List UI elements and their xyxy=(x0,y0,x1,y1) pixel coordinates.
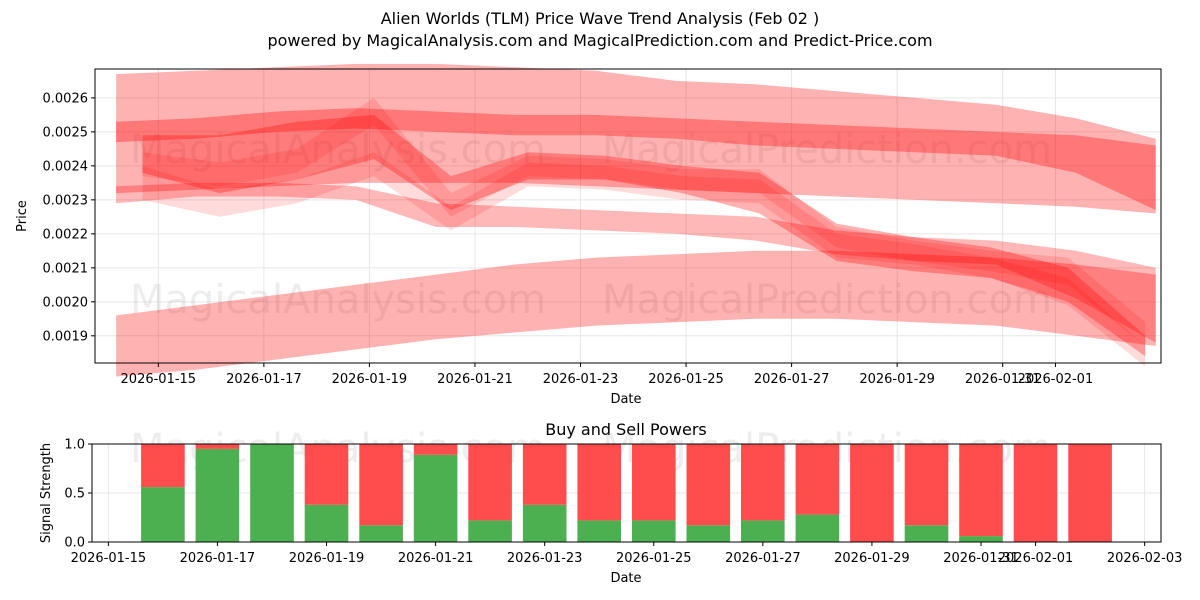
bar-x-tick-label: 2026-01-19 xyxy=(289,551,365,566)
bar-x-tick-label: 2026-01-23 xyxy=(507,551,583,566)
price-y-tick-label: 0.0021 xyxy=(43,261,89,276)
sell-bar xyxy=(359,444,403,526)
bar-x-tick-label: 2026-01-17 xyxy=(180,551,256,566)
price-y-label: Price xyxy=(15,200,30,232)
watermark-1: MagicalAnalysis.com xyxy=(130,127,546,173)
buy-bar xyxy=(359,525,403,542)
bars-x-label: Date xyxy=(610,571,641,586)
price-y-ticks: 0.0019 0.0020 0.0021 0.0022 0.0023 0.0024 0.00… xyxy=(43,91,95,344)
buy-bar xyxy=(904,525,949,542)
price-band xyxy=(142,152,1146,367)
bar-x-ticks: 2026-01-15 2026-01-17 2026-01-19 2026-01-21… xyxy=(71,542,1183,566)
price-band xyxy=(116,250,1156,377)
bar-x-tick-label: 2026-01-27 xyxy=(725,551,801,566)
sell-bar xyxy=(850,444,894,542)
sell-bar xyxy=(413,444,458,455)
price-y-tick-label: 0.0023 xyxy=(43,193,89,208)
price-x-ticks: 2026-01-15 2026-01-17 2026-01-19 2026-01-21… xyxy=(121,363,1094,387)
sell-bar xyxy=(795,444,840,515)
bar-x-tick-label: 2026-01-31 xyxy=(943,551,1019,566)
watermark-2: MagicalPrediction.com xyxy=(602,127,1052,173)
sell-bar xyxy=(304,444,349,505)
bar-y-tick-label: 0.5 xyxy=(64,487,85,502)
price-x-tick-label: 2026-01-27 xyxy=(754,372,830,387)
price-bands xyxy=(116,63,1156,377)
bar-y-ticks: 0.0 0.5 1.0 xyxy=(64,438,92,551)
price-band xyxy=(116,182,1156,343)
buy-bar xyxy=(577,520,621,542)
buy-bar xyxy=(304,504,349,542)
buy-bar xyxy=(195,448,240,542)
price-x-label: Date xyxy=(610,392,641,407)
price-y-tick-label: 0.0025 xyxy=(43,125,89,140)
price-x-tick-label: 2026-01-23 xyxy=(543,372,619,387)
sell-bar xyxy=(686,444,731,526)
price-x-tick-label: 2026-01-25 xyxy=(648,372,724,387)
price-plot-frame xyxy=(94,68,1162,364)
bars-y-label: Signal Strength xyxy=(39,443,54,543)
price-band xyxy=(142,114,1146,357)
price-y-tick-label: 0.0019 xyxy=(43,329,89,344)
sell-bar xyxy=(741,444,785,521)
sell-bar xyxy=(522,444,567,505)
buy-bar xyxy=(413,454,458,542)
buy-bar xyxy=(686,525,731,542)
sell-bar xyxy=(1068,444,1112,542)
price-band xyxy=(116,63,1156,214)
buy-bar xyxy=(741,520,785,542)
price-y-tick-label: 0.0022 xyxy=(43,227,89,242)
buy-bar xyxy=(632,520,676,542)
bar-y-tick-label: 0.0 xyxy=(64,536,85,551)
sell-bar xyxy=(632,444,676,521)
watermark-3: MagicalAnalysis.com xyxy=(130,277,546,323)
price-band xyxy=(116,108,1156,211)
bars-title: Buy and Sell Powers xyxy=(545,420,707,439)
buy-bar xyxy=(959,536,1003,542)
price-x-tick-label: 2026-01-21 xyxy=(437,372,513,387)
chart-subtitle: powered by MagicalAnalysis.com and Magic… xyxy=(267,31,933,50)
sell-bar xyxy=(959,444,1003,537)
sell-bar xyxy=(195,444,240,449)
bars xyxy=(141,444,1112,542)
buy-bar xyxy=(141,487,185,542)
buy-bar xyxy=(522,504,567,542)
price-y-tick-label: 0.0020 xyxy=(43,295,89,310)
buy-bar xyxy=(468,520,512,542)
bar-x-tick-label: 2026-01-21 xyxy=(398,551,474,566)
price-x-tick-label: 2026-02-01 xyxy=(1018,372,1094,387)
bar-x-tick-label: 2026-02-03 xyxy=(1107,551,1183,566)
price-x-tick-label: 2026-01-31 xyxy=(965,372,1041,387)
buy-bar xyxy=(250,444,294,542)
buy-bar xyxy=(795,514,840,542)
price-x-tick-label: 2026-01-19 xyxy=(332,372,408,387)
sell-bar xyxy=(1013,444,1058,542)
sell-bar xyxy=(141,444,185,488)
bar-y-tick-label: 1.0 xyxy=(64,438,85,453)
price-x-tick-label: 2026-01-15 xyxy=(121,372,197,387)
bar-x-tick-label: 2026-01-25 xyxy=(616,551,692,566)
price-y-tick-label: 0.0026 xyxy=(43,91,89,106)
bar-x-tick-label: 2026-02-01 xyxy=(998,551,1074,566)
chart-title: Alien Worlds (TLM) Price Wave Trend Anal… xyxy=(380,9,820,28)
price-x-tick-label: 2026-01-29 xyxy=(859,372,935,387)
bar-x-tick-label: 2026-01-15 xyxy=(71,551,147,566)
sell-bar xyxy=(904,444,949,526)
bar-x-tick-label: 2026-01-29 xyxy=(834,551,910,566)
price-x-tick-label: 2026-01-17 xyxy=(226,372,302,387)
sell-bar xyxy=(468,444,512,521)
price-y-tick-label: 0.0024 xyxy=(43,159,89,174)
price-grid xyxy=(95,69,1161,363)
watermark-4: MagicalPrediction.com xyxy=(602,277,1052,323)
sell-bar xyxy=(577,444,621,521)
